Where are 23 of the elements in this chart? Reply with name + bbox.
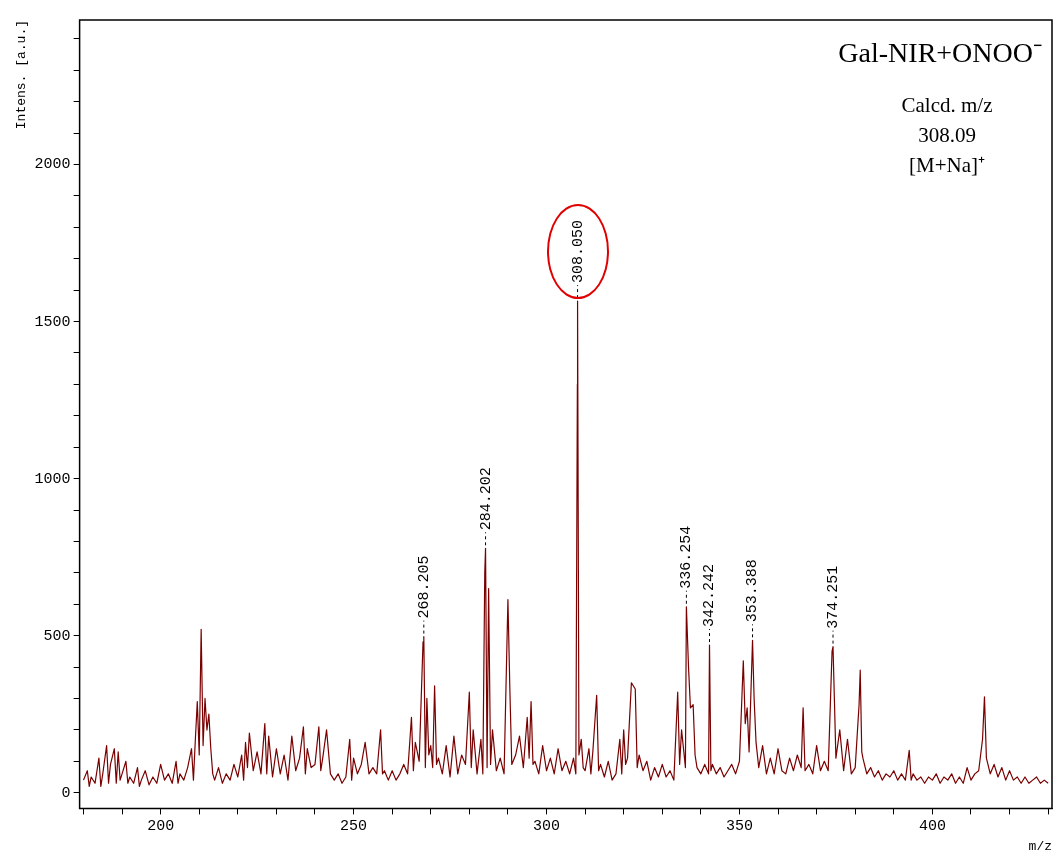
x-tick-label: 350 — [725, 818, 753, 836]
y-tick-label: 1000 — [34, 470, 71, 488]
annotation: 342.242 — [701, 564, 719, 628]
x-tick-label: 200 — [147, 818, 175, 836]
text: Gal-NIR+ONOO⁻ — [838, 37, 1042, 68]
y-tick-label: 2000 — [34, 156, 71, 174]
x-tick-label: 250 — [340, 818, 368, 836]
y-tick-label: 0 — [61, 784, 71, 802]
annotation: 284.202 — [477, 467, 495, 531]
x-tick-label: 400 — [918, 818, 946, 836]
annotation: 353.388 — [744, 559, 762, 623]
y-axis-title: Intens. [a.u.] — [14, 20, 30, 130]
annotation: 374.251 — [824, 565, 842, 629]
annotation: [M+Na]⁺ — [909, 153, 985, 177]
x-tick-label: 300 — [533, 818, 561, 836]
annotation: 308.09 — [918, 123, 976, 147]
annotation: 308.050 — [569, 220, 587, 284]
y-tick-label: 1500 — [34, 313, 71, 331]
annotation: 268.205 — [415, 555, 433, 619]
y-tick-label: 500 — [43, 627, 71, 645]
annotation: 336.254 — [678, 525, 696, 589]
x-axis-title: m/z — [1028, 838, 1052, 854]
annotation: Calcd. m/z — [901, 93, 993, 117]
